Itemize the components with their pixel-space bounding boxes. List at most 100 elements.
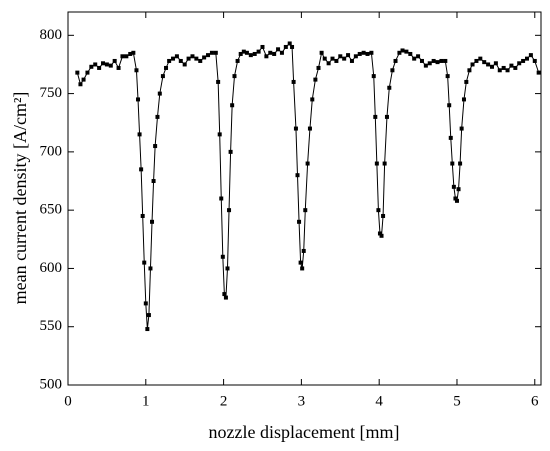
data-point xyxy=(116,65,121,70)
data-point xyxy=(448,135,453,140)
data-point xyxy=(252,51,257,56)
data-line xyxy=(76,42,540,330)
data-point xyxy=(293,126,298,131)
data-point xyxy=(493,61,498,66)
data-point xyxy=(349,58,354,63)
data-point xyxy=(379,233,384,238)
data-point xyxy=(238,51,243,56)
data-point xyxy=(178,58,183,63)
data-point xyxy=(206,53,211,58)
data-point xyxy=(219,196,224,201)
data-point xyxy=(400,48,405,53)
data-point xyxy=(467,68,472,73)
y-axis-title: mean current density [A/cm²] xyxy=(10,92,30,305)
data-point xyxy=(160,74,165,79)
data-point xyxy=(108,63,113,68)
data-point xyxy=(167,58,172,63)
data-point xyxy=(313,77,318,82)
data-point xyxy=(220,254,225,259)
data-point xyxy=(454,198,459,203)
data-point xyxy=(384,114,389,119)
data-point xyxy=(298,260,303,265)
data-point xyxy=(244,50,249,55)
data-point xyxy=(232,74,237,79)
x-tick-label: 4 xyxy=(375,393,383,409)
x-tick-label: 1 xyxy=(142,393,150,409)
data-point xyxy=(81,77,86,82)
data-point xyxy=(474,58,479,63)
data-point xyxy=(357,51,362,56)
y-tick-label: 500 xyxy=(40,376,63,392)
data-point xyxy=(151,179,156,184)
data-point xyxy=(75,70,80,75)
data-point xyxy=(264,54,269,59)
data-point xyxy=(456,187,461,192)
data-point xyxy=(300,266,305,271)
y-tick-label: 550 xyxy=(40,318,63,334)
data-point xyxy=(112,58,117,63)
data-point xyxy=(509,63,514,68)
data-point xyxy=(330,56,335,61)
data-point xyxy=(371,74,376,79)
data-point xyxy=(365,51,370,56)
x-axis-title: nozzle displacement [mm] xyxy=(209,422,400,442)
data-point xyxy=(532,58,537,63)
data-point xyxy=(272,51,277,56)
data-point xyxy=(78,82,83,87)
data-point xyxy=(451,184,456,189)
data-point xyxy=(482,60,487,65)
data-point xyxy=(453,196,458,201)
data-point xyxy=(157,91,162,96)
data-point xyxy=(301,248,306,253)
data-point xyxy=(377,231,382,236)
data-point xyxy=(445,74,450,79)
data-point xyxy=(213,50,218,55)
data-point xyxy=(374,161,379,166)
data-point xyxy=(194,56,199,61)
y-tick-label: 750 xyxy=(40,85,63,101)
data-point xyxy=(381,213,386,218)
data-point xyxy=(310,97,315,102)
data-point xyxy=(319,50,324,55)
data-point xyxy=(216,79,221,84)
data-point xyxy=(104,62,109,67)
data-point xyxy=(209,50,214,55)
data-point xyxy=(124,54,129,59)
data-point xyxy=(134,68,139,73)
data-point xyxy=(464,79,469,84)
data-point xyxy=(416,54,421,59)
data-point xyxy=(316,65,321,70)
data-point xyxy=(322,56,327,61)
data-point xyxy=(297,219,302,224)
data-point xyxy=(89,64,94,69)
data-point xyxy=(137,132,142,137)
data-point xyxy=(431,58,436,63)
data-point xyxy=(190,54,195,59)
x-tick-label: 6 xyxy=(531,393,539,409)
data-point xyxy=(128,51,133,56)
data-point xyxy=(145,327,150,332)
data-point xyxy=(291,79,296,84)
data-point xyxy=(198,58,203,63)
data-point xyxy=(174,54,179,59)
data-point xyxy=(276,47,281,52)
data-point xyxy=(307,126,312,131)
data-point xyxy=(461,97,466,102)
data-point xyxy=(382,161,387,166)
data-point xyxy=(268,50,273,55)
data-point xyxy=(497,68,502,73)
plot-frame xyxy=(67,11,542,386)
data-point xyxy=(517,61,522,66)
data-point xyxy=(140,213,145,218)
data-point xyxy=(373,114,378,119)
data-point xyxy=(164,65,169,70)
data-point xyxy=(342,56,347,61)
y-tick-label: 600 xyxy=(40,260,63,276)
data-point xyxy=(131,50,136,55)
data-point xyxy=(248,53,253,58)
data-point xyxy=(93,62,98,67)
data-point xyxy=(447,103,452,108)
data-point xyxy=(361,50,366,55)
data-point xyxy=(393,58,398,63)
